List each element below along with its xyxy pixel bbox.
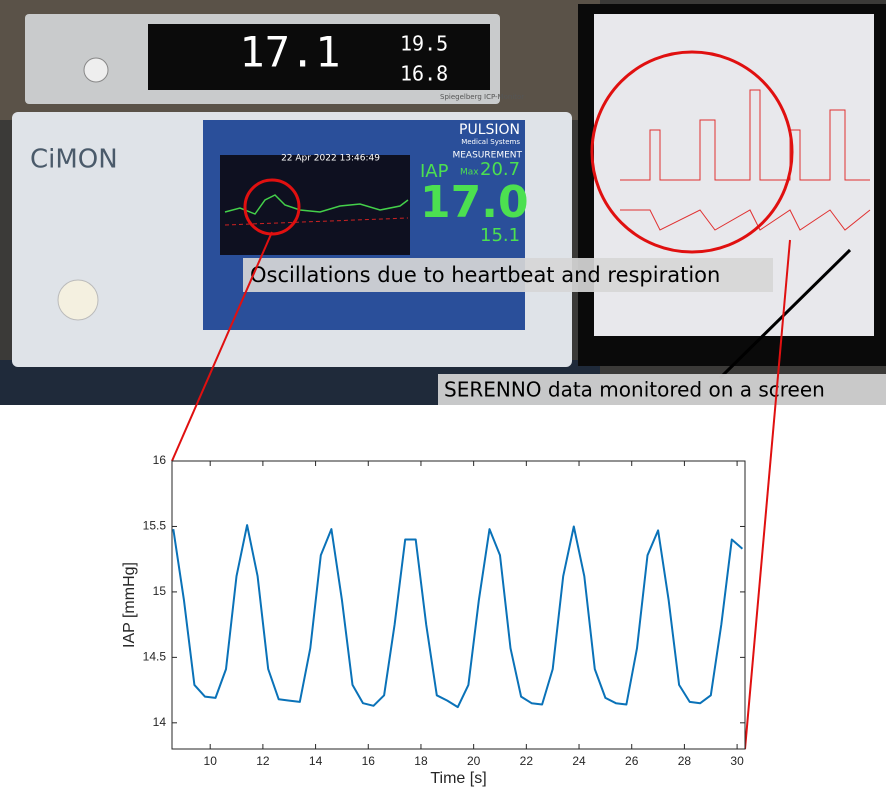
mode: MEASUREMENT <box>452 151 522 161</box>
icp-brand: Spiegelberg ICP-Monitor <box>440 93 524 101</box>
pointer <box>718 248 852 380</box>
datetime: 22 Apr 2022 13:46:49 <box>281 154 380 164</box>
annotation-box <box>243 258 773 292</box>
y-tick-label: 16 <box>153 453 167 467</box>
annotation: SERENNO data monitored on a screen <box>444 378 825 402</box>
x-tick-label: 30 <box>730 754 744 768</box>
y-tick-label: 15.5 <box>143 519 167 533</box>
max-label: Max <box>460 168 479 178</box>
zoom-line <box>171 231 273 462</box>
param: IAP <box>420 161 449 182</box>
zoom-line <box>744 239 791 750</box>
baseline <box>224 217 409 226</box>
plot-area <box>171 460 746 750</box>
x-tick-label: 10 <box>204 754 218 768</box>
y-tick-label: 15 <box>153 584 167 598</box>
y-tick-label: 14.5 <box>143 650 167 664</box>
x-tick-label: 22 <box>520 754 534 768</box>
data-line <box>172 524 744 709</box>
icp-display <box>148 24 490 90</box>
y-tick-label: 14 <box>153 715 167 729</box>
cimon-waveform <box>220 155 410 255</box>
photo: 17.1 19.5 16.8 Spiegelberg ICP-Monitor C… <box>0 0 886 405</box>
icp-main: 17.1 <box>239 28 340 77</box>
x-tick-label: 16 <box>362 754 376 768</box>
current-iap: 17.0 <box>420 177 529 228</box>
x-tick-label: 26 <box>625 754 639 768</box>
x-tick-label: 24 <box>572 754 586 768</box>
x-tick-label: 14 <box>309 754 323 768</box>
screen-trace <box>620 89 871 231</box>
connector <box>83 57 109 83</box>
annotation: Oscillations due to heartbeat and respir… <box>250 263 720 287</box>
icp-dia: 16.8 <box>400 62 448 86</box>
device-name: CiMON <box>30 145 118 175</box>
transducer <box>57 279 99 321</box>
brand: PULSION <box>459 122 520 138</box>
brand-sub: Medical Systems <box>461 138 520 146</box>
x-tick-label: 20 <box>467 754 481 768</box>
min-value: 15.1 <box>480 225 520 246</box>
x-tick-label: 28 <box>678 754 692 768</box>
highlight-circle <box>590 50 794 254</box>
chart: 14 14.5 15 15.5 16 10 12 14 16 18 20 22 24 26 28 30 Time… <box>121 453 746 787</box>
x-tick-label: 18 <box>414 754 428 768</box>
x-axis-label: Time [s] <box>430 770 486 787</box>
x-tick-label: 12 <box>256 754 270 768</box>
annotation-box <box>438 374 886 405</box>
max-value: 20.7 <box>480 159 520 180</box>
icp-sys: 19.5 <box>400 32 448 56</box>
y-axis-label: IAP [mmHg] <box>121 562 138 648</box>
